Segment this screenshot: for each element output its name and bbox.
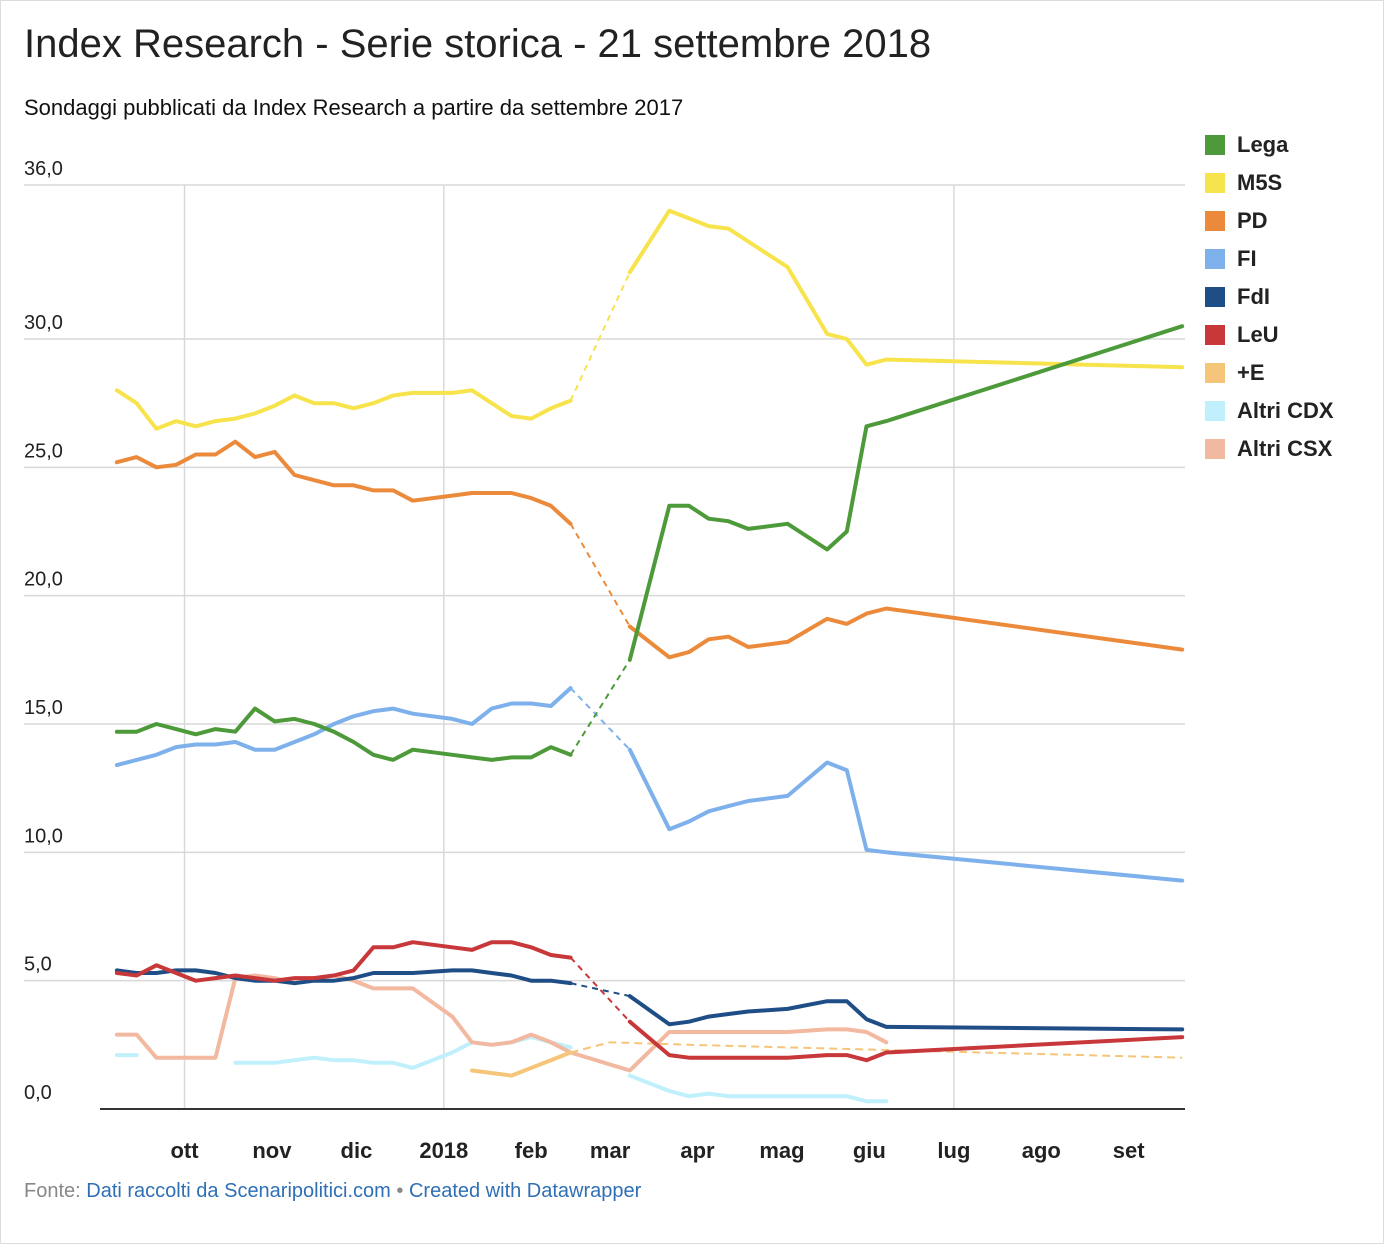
series-line-pd <box>627 606 1185 660</box>
y-axis: 0,0 5,0 10,0 15,0 20,0 25,0 30,0 36,0 <box>24 158 63 1104</box>
footer: Fonte: Dati raccolti da Scenaripolitici.… <box>24 1180 641 1203</box>
x-tick-label: ago <box>1022 1138 1061 1163</box>
series-line-leu <box>114 940 573 983</box>
x-axis: ott nov dic 2018 feb mar apr mag giu lug ago set <box>100 1108 1185 1163</box>
footer-prefix: Fonte: <box>24 1180 81 1202</box>
legend-swatch <box>1205 287 1225 307</box>
legend-item-m5s: M5S <box>1205 164 1334 202</box>
x-tick-label: apr <box>680 1138 715 1163</box>
y-tick-label: 36,0 <box>24 158 63 180</box>
legend-item-e: +E <box>1205 354 1334 392</box>
series-line-pd <box>114 439 573 526</box>
y-tick-label: 10,0 <box>24 825 63 847</box>
series-lines <box>114 208 1185 1104</box>
legend-item-altri-csx: Altri CSX <box>1205 430 1334 468</box>
series-line-leu <box>627 1019 1185 1063</box>
legend-swatch <box>1205 363 1225 383</box>
series-line-e <box>470 1050 573 1078</box>
legend-label: M5S <box>1237 170 1283 195</box>
y-tick-label: 0,0 <box>24 1082 52 1104</box>
series-gap-fdi <box>570 982 631 998</box>
series-gap-leu <box>569 956 631 1023</box>
y-tick-label: 20,0 <box>24 569 63 591</box>
series-gap-m5s <box>569 271 631 402</box>
legend-label: FI <box>1237 246 1257 271</box>
legend-item-fi: FI <box>1205 240 1334 278</box>
series-line-m5s <box>114 388 573 431</box>
x-tick-label: set <box>1113 1138 1145 1163</box>
legend-item-fdi: FdI <box>1205 278 1334 316</box>
legend-swatch <box>1205 249 1225 269</box>
series-line-fdi <box>627 994 1185 1032</box>
y-tick-label: 30,0 <box>24 312 63 334</box>
datawrapper-link[interactable]: Created with Datawrapper <box>408 1180 642 1202</box>
legend-label: FdI <box>1237 284 1270 309</box>
x-tick-label: mar <box>590 1138 631 1163</box>
series-gap-lega <box>569 659 631 756</box>
x-tick-label: lug <box>937 1138 970 1163</box>
legend-item-lega: Lega <box>1205 126 1334 164</box>
series-gap-pd <box>569 523 631 627</box>
legend-swatch <box>1205 325 1225 345</box>
x-tick-label: dic <box>341 1138 373 1163</box>
x-tick-label: giu <box>853 1138 886 1163</box>
series-line-fi <box>114 686 573 768</box>
series-line-fdi <box>114 968 573 986</box>
chart-subtitle: Sondaggi pubblicati da Index Research a … <box>24 95 684 120</box>
legend-label: Lega <box>1237 132 1289 157</box>
legend-label: PD <box>1237 208 1268 233</box>
legend: Lega M5S PD FI FdI LeU +E Altri CDX Altri CSX <box>1205 126 1334 468</box>
legend-label: LeU <box>1237 322 1279 347</box>
x-tick-label: feb <box>515 1138 548 1163</box>
series-line-lega <box>627 324 1185 662</box>
legend-label: Altri CDX <box>1237 398 1334 423</box>
legend-swatch <box>1205 211 1225 231</box>
x-tick-label: ott <box>170 1138 199 1163</box>
x-tick-label: 2018 <box>419 1138 468 1163</box>
series-dashed-e <box>570 1041 1183 1059</box>
series-line-altri-csx <box>114 973 889 1073</box>
x-tick-label: nov <box>252 1138 292 1163</box>
y-tick-label: 5,0 <box>24 954 52 976</box>
x-tick-label: mag <box>759 1138 804 1163</box>
series-line-fi <box>627 747 1185 883</box>
chart-title: Index Research - Serie storica - 21 sett… <box>24 22 932 66</box>
series-gap-fi <box>569 687 631 751</box>
series-line-altri-cdx <box>233 1035 573 1070</box>
legend-swatch <box>1205 439 1225 459</box>
legend-swatch <box>1205 173 1225 193</box>
source-link[interactable]: Dati raccolti da Scenaripolitici.com <box>86 1180 391 1202</box>
legend-swatch <box>1205 135 1225 155</box>
legend-label: Altri CSX <box>1237 436 1333 461</box>
series-line-m5s <box>627 208 1185 370</box>
y-tick-label: 25,0 <box>24 440 63 462</box>
legend-item-altri-cdx: Altri CDX <box>1205 392 1334 430</box>
legend-item-leu: LeU <box>1205 316 1334 354</box>
y-tick-label: 15,0 <box>24 697 63 719</box>
legend-label: +E <box>1237 360 1265 385</box>
footer-separator: • <box>396 1180 404 1202</box>
series-line-altri-cdx <box>627 1073 889 1104</box>
legend-swatch <box>1205 401 1225 421</box>
legend-item-pd: PD <box>1205 202 1334 240</box>
series-line-lega <box>114 706 573 762</box>
